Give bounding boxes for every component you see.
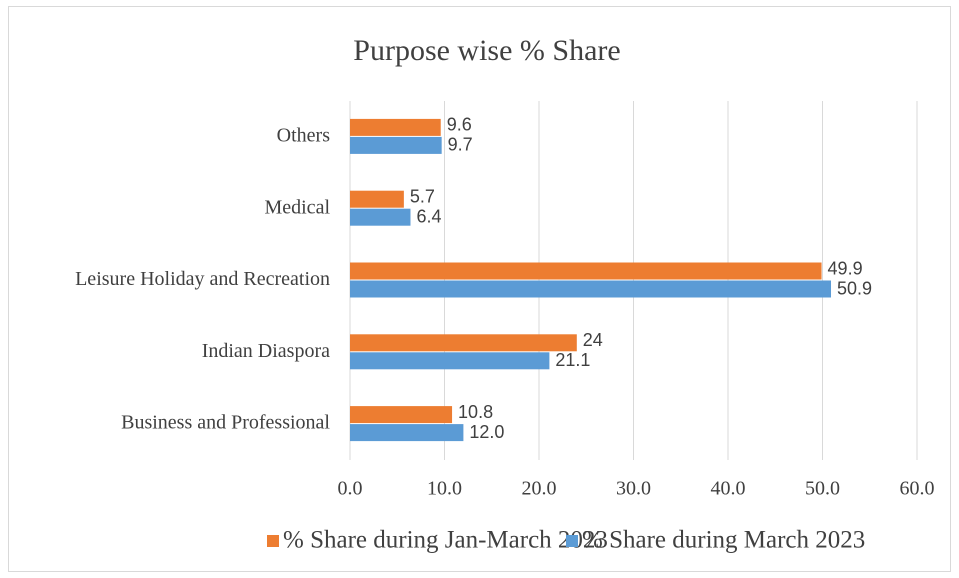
bar bbox=[350, 118, 441, 136]
value-label: 9.6 bbox=[447, 115, 472, 135]
x-tick-label: 20.0 bbox=[522, 478, 557, 500]
value-label: 12.0 bbox=[469, 422, 504, 442]
x-tick-label: 50.0 bbox=[805, 478, 840, 500]
legend-swatch bbox=[267, 535, 279, 547]
bar bbox=[350, 280, 832, 298]
bar bbox=[350, 352, 550, 370]
x-tick-label: 10.0 bbox=[427, 478, 462, 500]
legend-label: % Share during March 2023 bbox=[582, 527, 865, 554]
y-tick-label: Indian Diaspora bbox=[202, 340, 330, 362]
value-label: 9.7 bbox=[448, 135, 473, 155]
y-tick-label: Leisure Holiday and Recreation bbox=[75, 268, 330, 290]
value-label: 49.9 bbox=[828, 258, 863, 278]
legend-swatch bbox=[566, 535, 578, 547]
value-label: 5.7 bbox=[410, 186, 435, 206]
x-tick-label: 40.0 bbox=[711, 478, 746, 500]
value-label: 50.9 bbox=[837, 278, 872, 298]
x-tick-label: 30.0 bbox=[616, 478, 651, 500]
bar bbox=[350, 334, 577, 352]
chart-title: Purpose wise % Share bbox=[353, 34, 620, 67]
bar bbox=[350, 424, 464, 442]
legend-label: % Share during Jan-March 2023 bbox=[283, 527, 608, 554]
value-label: 10.8 bbox=[458, 402, 493, 422]
y-tick-label: Others bbox=[277, 124, 331, 146]
y-tick-label: Medical bbox=[264, 196, 330, 218]
x-tick-label: 0.0 bbox=[338, 478, 363, 500]
bar bbox=[350, 136, 442, 154]
value-label: 6.4 bbox=[416, 206, 441, 226]
y-tick-label: Business and Professional bbox=[121, 412, 330, 434]
bar bbox=[350, 208, 411, 226]
bar bbox=[350, 406, 453, 424]
value-label: 21.1 bbox=[555, 350, 590, 370]
x-tick-label: 60.0 bbox=[900, 478, 935, 500]
bar bbox=[350, 190, 404, 208]
value-label: 24 bbox=[583, 330, 603, 350]
bar bbox=[350, 262, 822, 280]
